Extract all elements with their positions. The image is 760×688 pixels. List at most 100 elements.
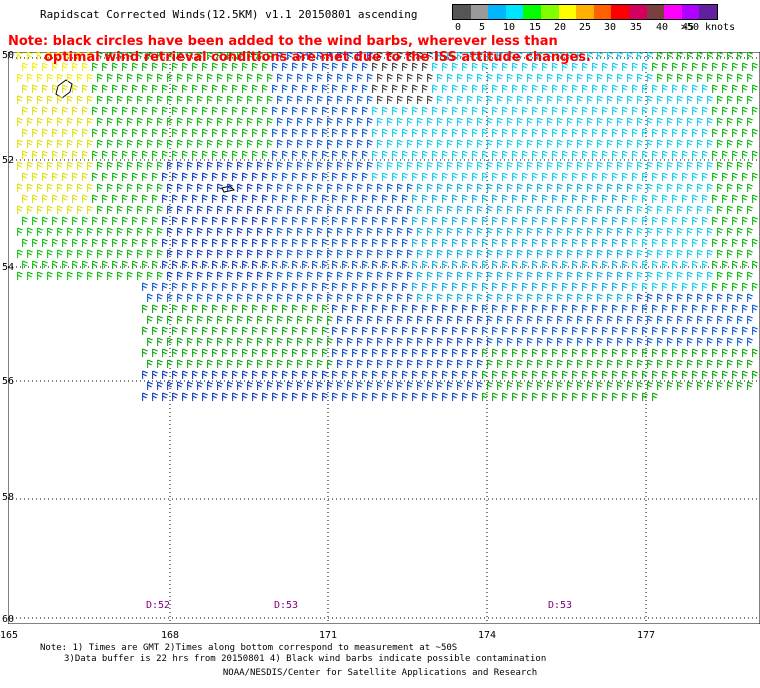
wind-barb-feather [627, 73, 633, 77]
wind-barb-feather [492, 150, 498, 154]
wind-barb-feather [332, 150, 338, 154]
wind-barb-feather [462, 65, 467, 69]
wind-barb-feather [542, 219, 547, 223]
wind-barb [282, 128, 288, 137]
wind-barb [367, 139, 373, 148]
wind-barb-feather [297, 227, 303, 231]
wind-barb-feather [292, 131, 297, 135]
wind-barb [727, 139, 733, 148]
wind-barb [192, 194, 198, 203]
wind-barb-feather [457, 54, 462, 58]
wind-barb [452, 84, 458, 93]
wind-barb [167, 52, 173, 60]
wind-barb-feather [202, 153, 207, 157]
wind-barb-feather [672, 109, 677, 113]
wind-barb-feather [662, 62, 668, 66]
wind-barb [327, 95, 333, 104]
wind-barb-feather [542, 131, 547, 135]
wind-barb-feather [322, 106, 328, 110]
wind-barb [197, 139, 203, 148]
wind-barb [82, 150, 88, 159]
wind-barb [47, 139, 53, 148]
wind-barb-feather [167, 161, 173, 165]
wind-barb [557, 183, 563, 192]
wind-barb-feather [27, 52, 33, 55]
wind-barb [552, 84, 558, 93]
wind-barb [347, 183, 353, 192]
wind-barb-feather [372, 109, 377, 113]
wind-barb-feather [272, 65, 277, 69]
wind-barb [392, 194, 398, 203]
wind-barb-feather [407, 142, 412, 146]
wind-barb-feather [527, 54, 532, 58]
wind-barb [67, 139, 73, 148]
wind-barb-feather [697, 52, 703, 55]
wind-barb [722, 106, 728, 115]
wind-barb [697, 52, 703, 60]
wind-barb [662, 62, 668, 71]
wind-barb-feather [237, 205, 243, 209]
wind-barb [517, 52, 523, 60]
wind-barb [412, 150, 418, 159]
wind-barb [167, 227, 173, 236]
wind-barb-feather [287, 139, 293, 143]
wind-barb-feather [182, 128, 188, 132]
wind-barb [42, 172, 48, 181]
wind-barb-feather [627, 142, 632, 146]
wind-barb-feather [442, 87, 447, 91]
wind-barb-feather [257, 186, 262, 190]
wind-barb-feather [722, 172, 728, 176]
wind-barb-feather [317, 54, 322, 58]
wind-barb-feather [697, 54, 702, 58]
wind-barb-feather [107, 139, 113, 143]
wind-barb-feather [187, 205, 193, 209]
wind-barb-feather [277, 186, 282, 190]
wind-barb-feather [657, 161, 663, 165]
wind-barb-feather [122, 197, 127, 201]
wind-barb-feather [157, 205, 163, 209]
wind-barb-feather [592, 219, 597, 223]
wind-barb-feather [652, 109, 657, 113]
wind-barb-feather [552, 109, 557, 113]
wind-barb-feather [307, 117, 313, 121]
wind-barb-feather [472, 84, 478, 88]
wind-barb-feather [117, 117, 123, 121]
wind-barb-feather [717, 52, 723, 55]
wind-barb-feather [547, 117, 553, 121]
wind-barb-feather [232, 109, 237, 113]
wind-barb-feather [447, 208, 452, 212]
wind-barb-feather [382, 194, 388, 198]
wind-barb-feather [92, 150, 98, 154]
wind-barb-feather [222, 175, 227, 179]
wind-barb [22, 128, 28, 137]
wind-barb-feather [572, 128, 578, 132]
wind-barb-feather [357, 142, 362, 146]
wind-barb-feather [447, 76, 452, 80]
wind-barb-feather [682, 150, 688, 154]
wind-barb [507, 139, 513, 148]
wind-barb-feather [37, 98, 42, 102]
wind-barb-feather [487, 98, 492, 102]
wind-barb-feather [212, 175, 217, 179]
wind-barb-feather [512, 219, 517, 223]
wind-barb [67, 183, 73, 192]
wind-barb-feather [722, 87, 727, 91]
wind-barb-feather [267, 183, 273, 187]
wind-barb [332, 106, 338, 115]
wind-barb-feather [87, 98, 92, 102]
wind-barb-feather [382, 87, 387, 91]
wind-barb-feather [42, 219, 47, 223]
wind-barb-feather [487, 186, 492, 190]
wind-barb-feather [692, 65, 697, 69]
wind-barb [462, 84, 468, 93]
wind-barb-feather [37, 117, 43, 121]
wind-barb-feather [687, 208, 692, 212]
wind-barb-feather [712, 216, 718, 220]
wind-barb [407, 117, 413, 126]
wind-barb-feather [87, 164, 92, 168]
wind-barb [422, 216, 428, 225]
wind-barb-feather [557, 76, 562, 80]
wind-barb-feather [567, 73, 573, 77]
wind-barb-feather [337, 139, 343, 143]
wind-barb-feather [232, 194, 238, 198]
